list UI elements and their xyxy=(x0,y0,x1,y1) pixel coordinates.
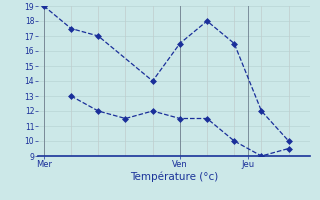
X-axis label: Température (°c): Température (°c) xyxy=(130,172,219,182)
